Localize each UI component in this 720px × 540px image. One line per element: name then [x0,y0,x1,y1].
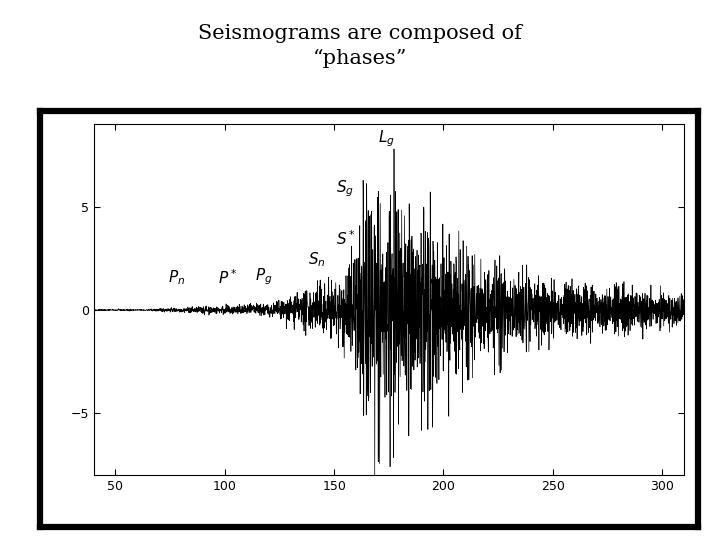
Text: $S_g$: $S_g$ [336,178,354,199]
Text: $S_n$: $S_n$ [308,250,325,269]
Text: $L_g$: $L_g$ [378,129,395,149]
Text: $P_n$: $P_n$ [168,268,185,287]
Text: $S^*$: $S^*$ [336,230,356,248]
Text: Seismograms are composed of
“phases”: Seismograms are composed of “phases” [198,24,522,68]
Text: $P^*$: $P^*$ [218,268,238,287]
Text: $P_g$: $P_g$ [256,267,273,287]
